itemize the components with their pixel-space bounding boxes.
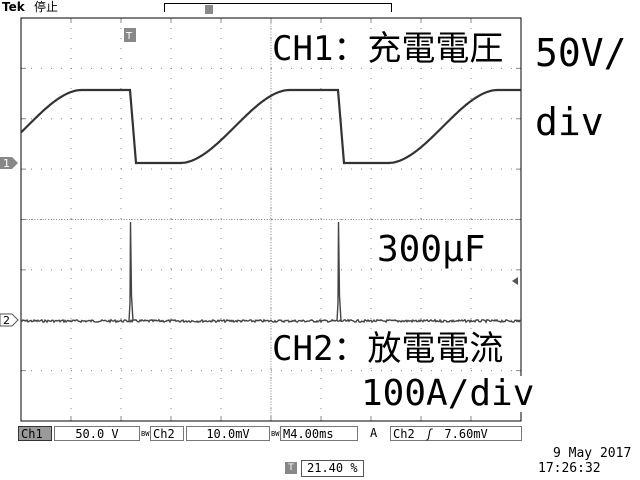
ch1-trace — [20, 88, 521, 165]
ch2-title: CH2：放電電流 — [272, 329, 504, 369]
trigger-source: Ch2 — [393, 427, 415, 441]
ch1-title: CH1：充電電圧 — [272, 29, 504, 69]
trigger-marker-label: T — [125, 31, 133, 42]
record-trigger-marker — [205, 5, 213, 14]
capacitance-label: 300μF — [377, 229, 486, 270]
ch2-bandwidth-limit: BW — [271, 430, 280, 438]
ch2-trace — [20, 221, 522, 324]
trigger-level-arrow — [512, 277, 518, 285]
time-readout: 17:26:32 — [538, 461, 601, 476]
timebase-readout[interactable]: M4.00ms — [280, 426, 358, 441]
ch1-marker-label: 1 — [3, 157, 10, 170]
ch2-marker-label: 2 — [3, 314, 10, 327]
ch1-scale-line2: div — [535, 100, 604, 144]
trigger-position-icon: T — [285, 462, 297, 474]
rising-edge-icon: ʃ — [425, 427, 434, 441]
brand-logo: Tek — [2, 0, 25, 14]
ch2-ground-marker: 2 — [0, 313, 19, 327]
trigger-position-readout: 21.40 % — [301, 460, 364, 477]
ch2-vertical-scale[interactable]: 10.0mV — [186, 426, 270, 441]
ch1-vertical-scale[interactable]: 50.0 V — [54, 426, 140, 441]
acquisition-mode: A — [370, 426, 378, 440]
ch1-scale-line1: 50V/ — [535, 31, 627, 75]
ch1-readout-label[interactable]: Ch1 — [18, 426, 52, 441]
date-readout: 9 May 2017 — [553, 446, 632, 461]
trigger-position-marker: T — [124, 28, 136, 42]
ch1-bandwidth-limit: BW — [141, 430, 150, 438]
status-bar: Ch1 50.0 V BW Ch2 10.0mV BW M4.00ms A Ch… — [18, 426, 522, 441]
ch1-ground-marker: 1 — [0, 157, 18, 170]
screen-border — [20, 17, 522, 422]
record-view-bar — [164, 3, 392, 12]
ch2-scale: 100A/div — [361, 373, 535, 414]
ch2-readout-label[interactable]: Ch2 — [150, 426, 184, 441]
run-state-indicator: 停止 — [34, 0, 59, 14]
trigger-readout[interactable]: Ch2 ʃ 7.60mV — [390, 426, 522, 441]
trigger-level: 7.60mV — [444, 427, 488, 441]
